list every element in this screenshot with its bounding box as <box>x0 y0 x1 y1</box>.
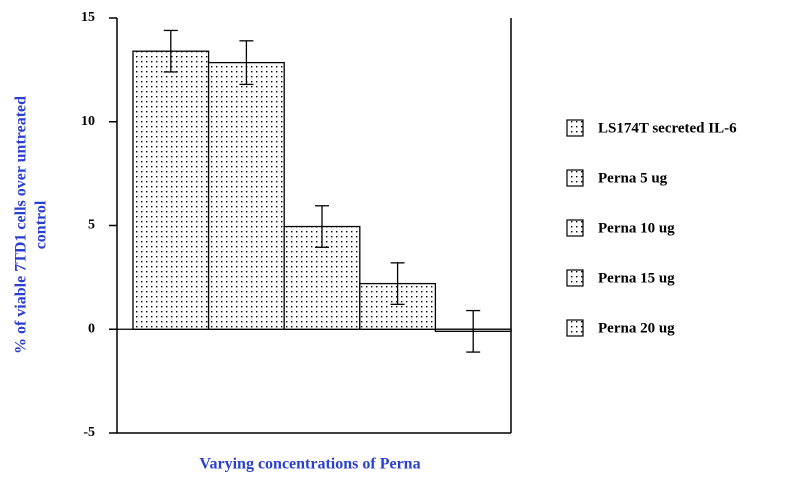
error-bar <box>466 309 481 353</box>
error-bar <box>315 205 329 248</box>
y-axis-label-line: % of viable 7TD1 cells over untreated <box>13 96 30 354</box>
y-tick-label: 10 <box>81 114 95 129</box>
legend-label: Perna 10 ug <box>598 220 675 236</box>
y-tick-label: 0 <box>88 321 95 336</box>
legend-label: LS174T secreted IL-6 <box>598 120 737 136</box>
legend-label: Perna 20 ug <box>598 320 675 336</box>
legend-label: Perna 15 ug <box>598 270 675 286</box>
y-axis-label: % of viable 7TD1 cells over untreated co… <box>13 96 50 354</box>
y-tick-label: 15 <box>81 10 95 25</box>
y-tick-label: 5 <box>88 218 95 233</box>
bar <box>132 50 210 330</box>
bar <box>207 61 285 330</box>
legend-swatch <box>566 169 584 187</box>
y-tick-label: -5 <box>83 425 95 440</box>
error-bar <box>239 40 254 86</box>
legend-swatch <box>566 219 584 237</box>
y-axis-label-line: control <box>33 200 50 249</box>
legend-swatch <box>566 319 584 337</box>
x-axis-label: Varying concentrations of Perna <box>199 456 420 473</box>
legend-swatch <box>566 119 584 137</box>
legend-label: Perna 5 ug <box>598 170 668 186</box>
error-bar <box>163 29 178 73</box>
error-bar <box>390 262 405 306</box>
legend-swatch <box>566 269 584 287</box>
